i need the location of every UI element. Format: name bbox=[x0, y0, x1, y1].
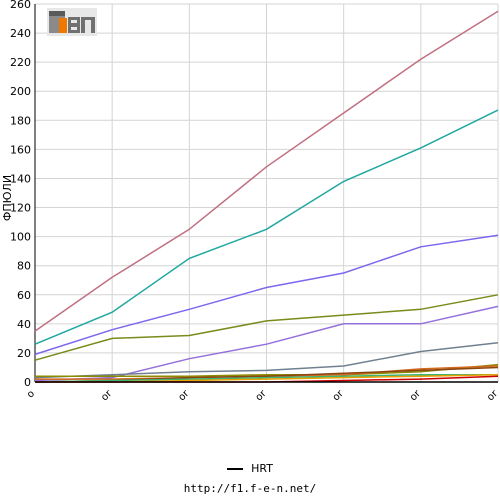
x-tick-label: or bbox=[176, 388, 192, 404]
series-line-2 bbox=[34, 109, 499, 345]
series-line-5 bbox=[34, 305, 499, 382]
y-tick-label: 100 bbox=[10, 231, 31, 244]
y-tick-label: 20 bbox=[17, 347, 31, 360]
legend: HRT bbox=[0, 462, 500, 475]
legend-swatch-hrt bbox=[227, 468, 244, 470]
x-tick-labels: o or or or or or or bbox=[25, 388, 500, 404]
y-tick-label: 60 bbox=[17, 289, 31, 302]
y-tick-label: 240 bbox=[10, 27, 31, 40]
y-tick-label: 120 bbox=[10, 202, 31, 215]
x-tick-label: or bbox=[485, 388, 500, 404]
x-tick-label: or bbox=[254, 388, 270, 404]
series-line-1 bbox=[34, 10, 499, 332]
y-axis-label: ФПЮЛИ bbox=[1, 175, 14, 221]
y-tick-label: 160 bbox=[10, 143, 31, 156]
y-tick-label: 80 bbox=[17, 260, 31, 273]
x-tick-label: or bbox=[99, 388, 115, 404]
y-tick-labels: 0 20 40 60 80 100 120 140 160 180 200 220 240 260 bbox=[10, 0, 31, 389]
series-line-7 bbox=[35, 363, 499, 377]
series-line-4 bbox=[34, 294, 499, 361]
y-tick-label: 140 bbox=[10, 172, 31, 185]
f1fen-logo bbox=[47, 8, 97, 36]
series-line-6 bbox=[34, 341, 499, 379]
y-tick-label: 260 bbox=[10, 0, 31, 11]
x-tick-label: or bbox=[408, 388, 424, 404]
series-line-10 bbox=[34, 373, 498, 383]
y-tick-label: 200 bbox=[10, 85, 31, 98]
footer-url: http://f1.f-e-n.net/ bbox=[183, 482, 317, 495]
legend-label-hrt: HRT bbox=[251, 462, 273, 475]
y-tick-label: 40 bbox=[17, 318, 31, 331]
series-lines bbox=[34, 10, 499, 383]
series-line-3 bbox=[34, 234, 499, 356]
grid-lines bbox=[34, 3, 499, 383]
y-tick-label: 0 bbox=[24, 376, 31, 389]
y-tick-label: 220 bbox=[10, 56, 31, 69]
x-tick-label: o bbox=[25, 388, 37, 400]
y-tick-label: 180 bbox=[10, 114, 31, 127]
x-tick-label: or bbox=[331, 388, 347, 404]
